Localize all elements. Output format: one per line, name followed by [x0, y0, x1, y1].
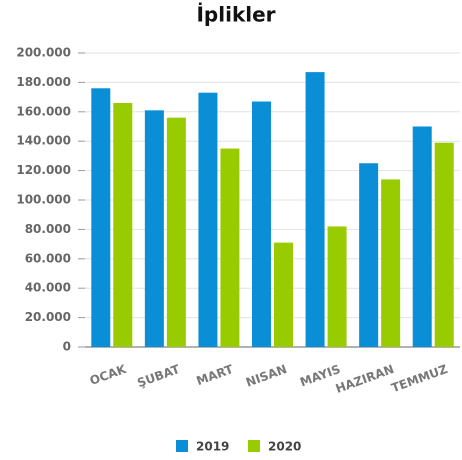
bar — [166, 117, 186, 348]
legend-label: 2020 — [268, 440, 301, 454]
y-tick-label: 180.000 — [16, 75, 71, 89]
x-tick-label: OCAK — [88, 362, 129, 388]
y-tick-label: 140.000 — [16, 134, 71, 148]
bar — [220, 148, 240, 347]
bar — [434, 142, 454, 347]
chart-title: İplikler — [196, 3, 275, 27]
bar — [381, 179, 401, 347]
y-tick-label: 160.000 — [16, 104, 71, 118]
y-tick-label: 120.000 — [16, 163, 71, 177]
bar — [91, 88, 111, 347]
legend-swatch — [176, 440, 188, 452]
bar — [327, 226, 347, 347]
x-tick-label: HAZIRAN — [334, 362, 396, 396]
bar — [305, 72, 325, 348]
bar — [198, 92, 218, 347]
y-tick-label: 200.000 — [16, 46, 71, 60]
bar — [359, 163, 379, 347]
x-tick-label: TEMMUZ — [389, 362, 449, 395]
y-tick-label: 60.000 — [25, 251, 71, 265]
legend-swatch — [248, 440, 260, 452]
bar — [144, 110, 164, 347]
y-tick-label: 100.000 — [16, 193, 71, 207]
x-tick-label: NISAN — [244, 362, 289, 390]
bar — [113, 102, 133, 347]
y-tick-label: 80.000 — [25, 222, 71, 236]
y-tick-label: 40.000 — [25, 281, 71, 295]
x-tick-label: ŞUBAT — [135, 362, 182, 391]
y-tick-label: 0 — [63, 340, 71, 354]
bar — [412, 126, 432, 347]
legend-label: 2019 — [196, 440, 229, 454]
bar — [252, 101, 271, 347]
y-tick-label: 20.000 — [25, 310, 71, 324]
bar — [274, 242, 293, 347]
x-tick-label: MART — [195, 362, 236, 388]
